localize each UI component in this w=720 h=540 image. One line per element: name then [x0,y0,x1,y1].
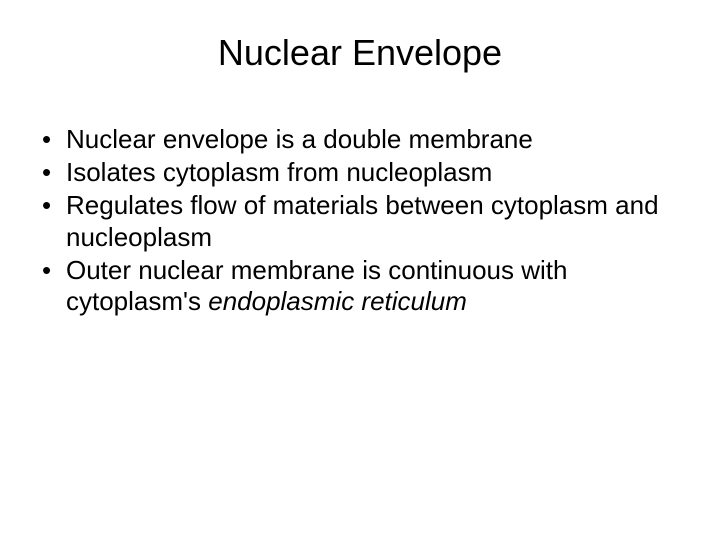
bullet-text: Nuclear envelope is a double membrane [66,124,533,154]
bullet-text-italic: endoplasmic reticulum [208,286,467,316]
slide-title: Nuclear Envelope [30,32,690,74]
bullet-list: Nuclear envelope is a double membrane Is… [30,124,690,317]
bullet-text: Isolates cytoplasm from nucleoplasm [66,157,492,187]
bullet-item: Nuclear envelope is a double membrane [40,124,690,155]
bullet-item: Outer nuclear membrane is continuous wit… [40,255,690,317]
bullet-item: Regulates flow of materials between cyto… [40,190,690,252]
bullet-item: Isolates cytoplasm from nucleoplasm [40,157,690,188]
bullet-text: Regulates flow of materials between cyto… [66,190,659,251]
